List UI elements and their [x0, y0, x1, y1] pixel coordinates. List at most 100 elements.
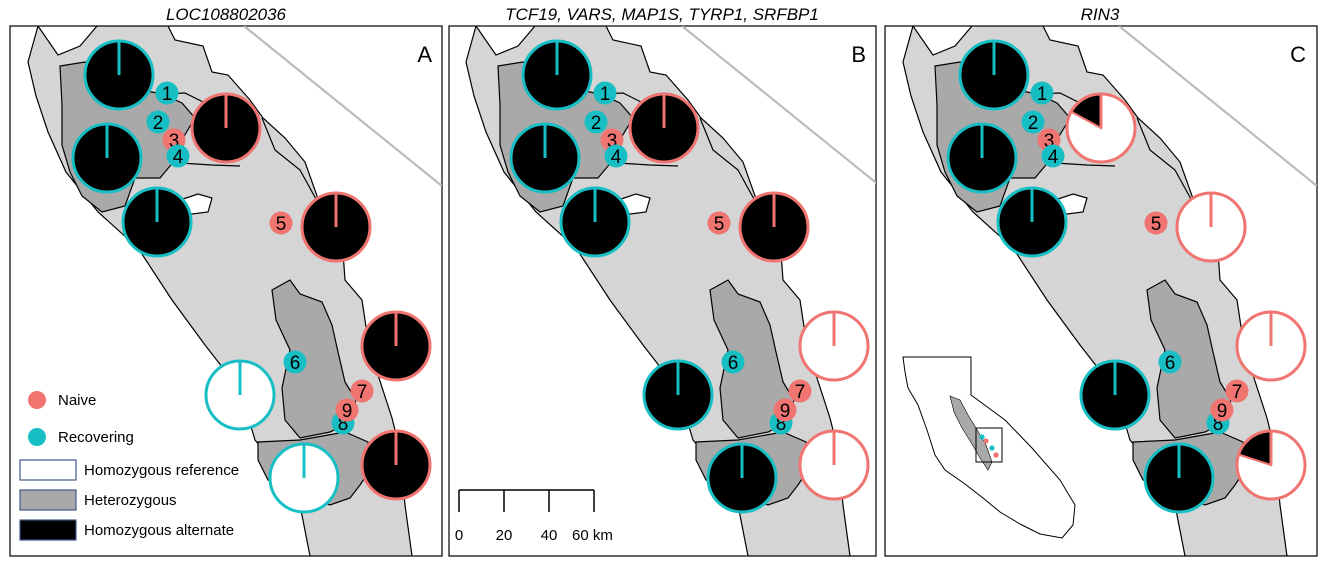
site-number: 3: [607, 131, 618, 152]
site-number: 3: [169, 131, 180, 152]
site-number: 8: [776, 414, 787, 435]
site-marker-dot: [335, 398, 359, 422]
pie-outline: [946, 122, 1018, 194]
genotype-pie-chart: [1235, 310, 1307, 382]
california-outline: [902, 356, 1076, 539]
site-number: 5: [276, 214, 287, 235]
scale-bar-line: [458, 489, 595, 512]
pie-outline: [1235, 429, 1307, 501]
site-marker-dot: [584, 110, 608, 134]
pie-outline: [121, 186, 193, 258]
site-number: 7: [357, 382, 368, 403]
state-border-line: [681, 26, 876, 185]
site-marker: 5: [707, 211, 731, 235]
site-marker-dot: [1030, 81, 1054, 105]
pie-layer: [71, 39, 432, 514]
genotype-pie-chart: [706, 442, 778, 514]
site-marker: 7: [1225, 379, 1249, 403]
genotype-pie-chart: [559, 186, 631, 258]
site-number: 3: [1044, 131, 1055, 152]
genotype-pie-chart: [190, 92, 262, 164]
pie-outline: [1175, 191, 1247, 263]
homozygous-reference-legend-label: Homozygous reference: [84, 462, 239, 479]
site-marker-dot: [1144, 211, 1168, 235]
scale-tick-label: 20: [496, 527, 513, 544]
genotype-pie-chart: [642, 359, 714, 431]
genotype-pie-chart: [1065, 92, 1137, 164]
site-marker-layer: 1 234 5 6 789: [146, 81, 374, 435]
genotype-pie-chart: [1143, 442, 1215, 514]
homozygous-reference-legend-swatch: [19, 459, 77, 481]
pie-outline: [1143, 442, 1215, 514]
site-number: 6: [728, 353, 739, 374]
site-number: 9: [1217, 401, 1228, 422]
site-marker: 1: [155, 81, 179, 105]
site-number: 2: [1028, 113, 1039, 134]
genotype-pie-chart: [360, 310, 432, 382]
site-number: 9: [342, 401, 353, 422]
sierra-crest-line: [699, 117, 761, 211]
site-number: 4: [611, 147, 622, 168]
site-number: 6: [1165, 353, 1176, 374]
site-marker: 4: [166, 144, 190, 168]
sierra-crest-line: [1136, 117, 1198, 211]
site-marker-dot: [166, 144, 190, 168]
pie-outline: [642, 359, 714, 431]
site-number: 1: [1037, 84, 1048, 105]
site-marker-dot: [604, 144, 628, 168]
heterozygous-legend-label: Heterozygous: [84, 492, 177, 509]
genotype-pie-chart: [268, 442, 340, 514]
legend: Naive Recovering Homozygous reference He…: [19, 391, 239, 541]
site-number: 4: [1048, 147, 1059, 168]
naive-legend-label: Naive: [58, 392, 96, 409]
site-number: 5: [714, 214, 725, 235]
pie-outline: [71, 122, 143, 194]
panel-b: TCF19, VARS, MAP1S, TYRP1, SRFBP1 1 234 5 6…: [448, 5, 877, 557]
site-marker-dot: [707, 211, 731, 235]
pie-outline: [190, 92, 262, 164]
sierra-crest-line: [261, 117, 323, 211]
pie-outline: [958, 39, 1030, 111]
site-number: 9: [780, 401, 791, 422]
site-marker-layer: 1 234 5 6 789: [584, 81, 812, 435]
site-number: 6: [290, 353, 301, 374]
panel-a: LOC108802036 1 234 5 6 789 A Naive Recoverin…: [9, 5, 443, 557]
site-marker: 4: [604, 144, 628, 168]
site-number: 4: [173, 147, 184, 168]
site-marker-dot: [146, 110, 170, 134]
homozygous-alternate-legend-label: Homozygous alternate: [84, 522, 234, 539]
genotype-pie-chart: [946, 122, 1018, 194]
site-marker: 9: [773, 398, 797, 422]
pie-outline: [1079, 359, 1151, 431]
pie-layer: [946, 39, 1307, 514]
pie-outline: [360, 310, 432, 382]
pie-outline: [559, 186, 631, 258]
site-number: 2: [591, 113, 602, 134]
pie-outline: [738, 191, 810, 263]
genotype-pie-chart: [996, 186, 1068, 258]
state-border-line: [243, 26, 442, 187]
recovering-legend-swatch: [28, 428, 46, 446]
panel-label: B: [851, 42, 866, 67]
site-marker-dot: [1210, 398, 1234, 422]
site-marker-dot: [155, 81, 179, 105]
genotype-pie-chart: [1235, 429, 1307, 501]
pie-outline: [1235, 310, 1307, 382]
site-marker: 5: [1144, 211, 1168, 235]
site-marker: 4: [1041, 144, 1065, 168]
site-marker-dot: [1158, 350, 1182, 374]
site-marker: 9: [1210, 398, 1234, 422]
genotype-pie-chart: [738, 191, 810, 263]
pie-outline: [1065, 92, 1137, 164]
inset-range-region: [949, 395, 993, 471]
recovering-legend-label: Recovering: [58, 429, 134, 446]
genotype-pie-chart: [121, 186, 193, 258]
site-marker: 5: [269, 211, 293, 235]
inset-site-marker: [983, 438, 989, 444]
site-marker: 9: [335, 398, 359, 422]
site-marker: 7: [350, 379, 374, 403]
pie-outline: [628, 92, 700, 164]
scale-tick-label: 0: [455, 527, 463, 544]
site-marker-dot: [269, 211, 293, 235]
panel-title: LOC108802036: [166, 5, 287, 24]
